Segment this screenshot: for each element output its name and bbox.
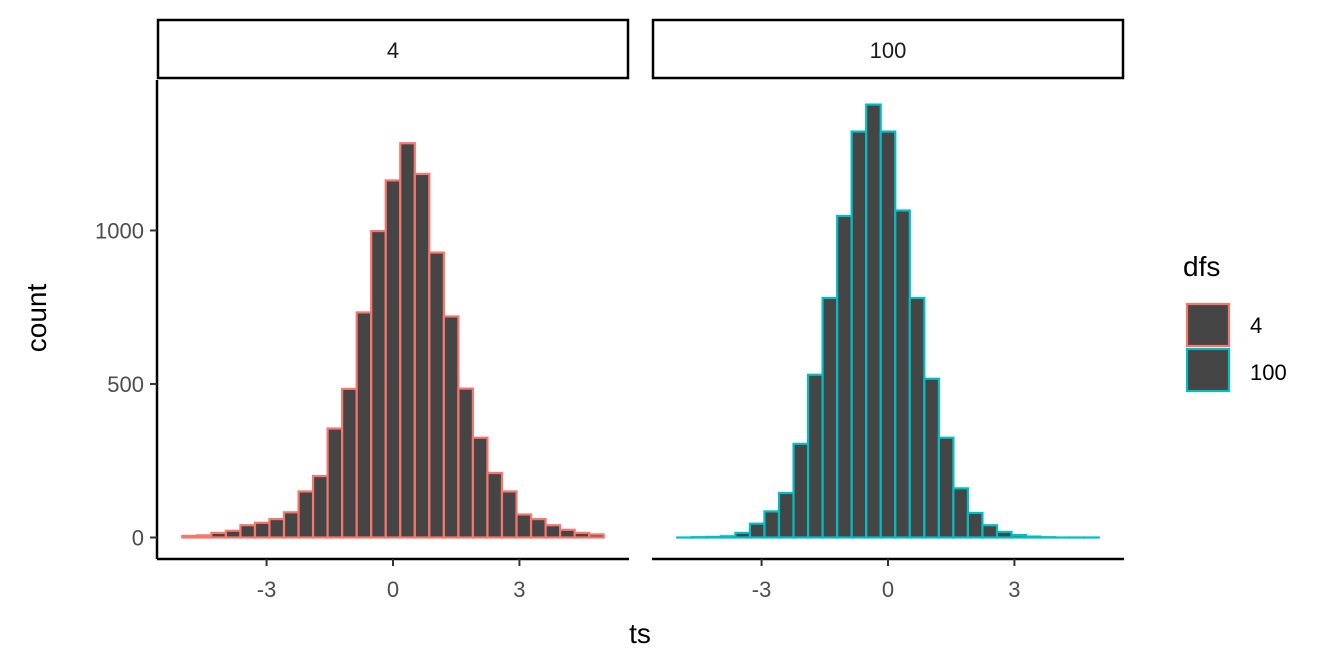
y-tick-label: 500 [107,372,144,397]
histogram-bar [763,510,781,539]
x-axis-title: ts [629,618,651,649]
x-tick-label: -3 [257,577,277,602]
histogram-bar [821,296,839,539]
histogram-bar [966,511,984,539]
histogram-bar [995,530,1013,539]
histogram-bar [529,517,547,539]
histogram-bar [268,517,286,539]
histogram-bar [952,487,970,539]
x-tick-label: 3 [513,577,525,602]
histogram-bar [428,251,445,539]
histogram-bar [326,427,344,539]
x-tick-label: -3 [752,577,772,602]
histogram-bar [544,524,562,539]
x-tick-label: 3 [1008,577,1020,602]
histogram-bar [224,529,242,539]
histogram-bar [559,528,576,539]
histogram-bar [879,130,897,539]
histogram-bar [719,535,737,539]
histogram-bar [399,142,416,539]
histogram-bar [937,436,955,539]
histogram-bar [894,209,911,539]
histogram-bar [865,103,882,539]
y-tick-label: 1000 [95,218,144,243]
histogram-bar [588,533,605,539]
histogram-bar [486,471,504,539]
histogram-bar [253,521,271,539]
histogram-bar [370,229,387,539]
legend-label-4: 4 [1250,313,1262,338]
histogram-bar [573,531,591,539]
histogram-bar [1024,535,1042,539]
y-tick-label: 0 [132,526,144,551]
histogram-bar [836,214,853,539]
histogram-bar [311,474,329,539]
histogram-bar [923,377,940,539]
histogram-bar [297,490,315,539]
histogram-bar [341,387,358,539]
x-tick-label: 0 [387,577,399,602]
histogram-bar [1010,533,1028,539]
facet-strip-label: 100 [870,38,907,63]
histogram-bar [705,535,722,539]
histogram-bar [195,534,213,539]
histogram-bar [792,442,810,539]
histogram-bar [981,524,999,539]
histogram-bar [850,130,868,539]
panel-100: 100 -3 0 3 [651,18,1125,602]
histogram-bar [806,373,824,539]
histogram-bar [734,531,752,539]
histogram-bar [282,511,300,539]
legend-key-100 [1185,347,1231,393]
histogram-bar [777,491,795,539]
histogram-bar [442,315,460,539]
histogram-bar [457,387,475,539]
y-axis-title: count [21,284,52,353]
legend: dfs 4 100 [1183,251,1287,393]
legend-title: dfs [1183,251,1220,282]
histogram-bar [748,522,766,539]
legend-label-100: 100 [1250,360,1287,385]
panels-layer: 4 -3 0 3 0 500 1000 100 -3 0 3 [95,18,1125,602]
histogram-bar [471,436,489,539]
histogram-bar [239,524,257,539]
panel-4: 4 -3 0 3 0 500 1000 [95,18,630,602]
facet-strip [156,18,630,80]
x-tick-label: 0 [882,577,894,602]
facet-strip-label: 4 [387,38,399,63]
histogram-bar [500,490,518,539]
histogram-bar [515,513,533,539]
histogram-bar [355,311,373,539]
facet-strip [651,18,1125,80]
histogram-bar [413,172,431,539]
histogram-bar [181,534,198,539]
legend-key-4 [1185,302,1231,348]
histogram-bar [908,296,926,539]
histogram-bar [210,531,227,539]
histogram-bar [384,179,402,539]
